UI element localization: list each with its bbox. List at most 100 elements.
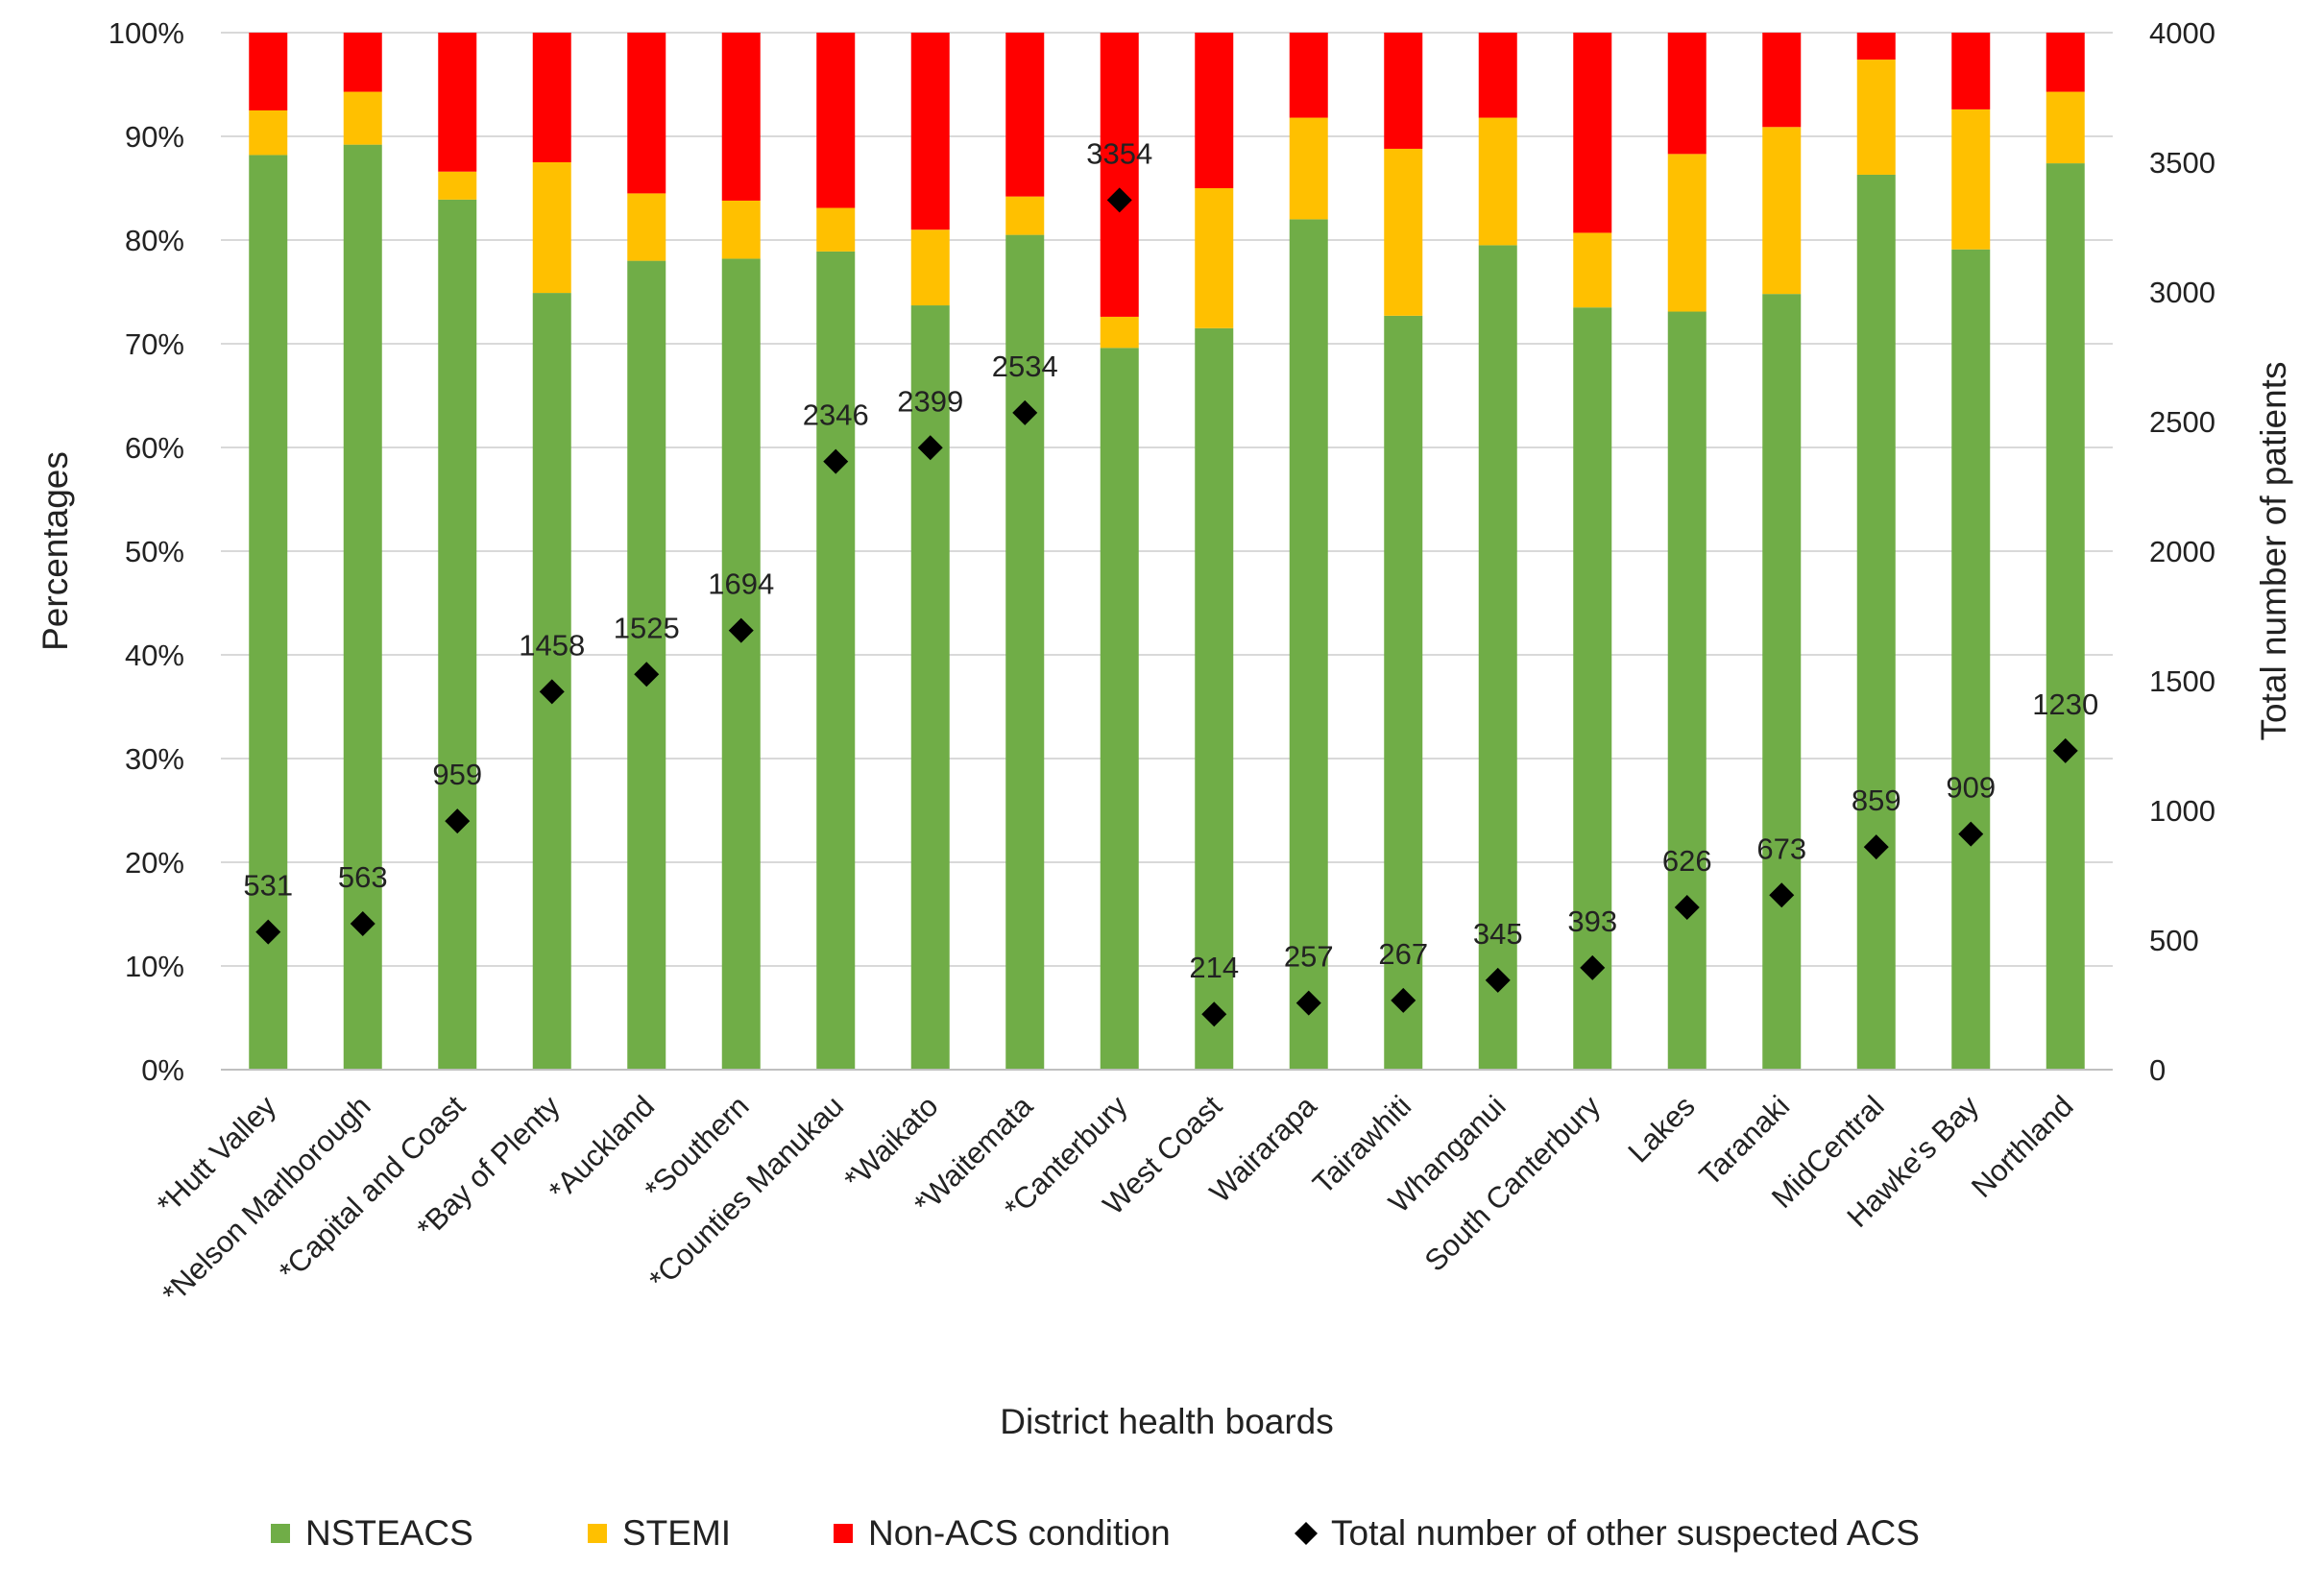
- x-tick-label: South Canterbury: [1418, 1089, 1608, 1278]
- bar-non-acs-condition: [1667, 33, 1707, 155]
- bar-nsteacs: [1384, 315, 1423, 1071]
- bar-nsteacs: [1289, 219, 1328, 1070]
- scatter-point: [823, 448, 849, 474]
- bar-nsteacs: [1005, 234, 1045, 1071]
- gridlines: [221, 32, 2113, 1071]
- bar-non-acs-condition: [2046, 33, 2085, 92]
- bar-nsteacs: [1478, 245, 1517, 1070]
- bar-non-acs-condition: [1195, 33, 1234, 188]
- bar-nsteacs: [2046, 163, 2085, 1070]
- scatter-point: [634, 662, 660, 687]
- scatter-point: [539, 679, 565, 705]
- y2-tick-label: 1000: [2149, 794, 2215, 828]
- legend-swatch: [834, 1524, 853, 1543]
- y2-tick-label: 1500: [2149, 664, 2215, 698]
- legend-label: Total number of other suspected ACS: [1331, 1513, 1920, 1553]
- bar-non-acs-condition: [1384, 33, 1423, 149]
- y2-axis-title: Total number of patients: [2254, 362, 2293, 741]
- bar-nsteacs: [721, 258, 761, 1070]
- data-label: 214: [1189, 951, 1239, 984]
- bar-stemi: [816, 207, 856, 252]
- bar-non-acs-condition: [1005, 33, 1045, 197]
- axes: 0% 10% 20% 30% 40% 50% 60% 70% 80% 90% 100% 0 500 100…: [109, 16, 2215, 1311]
- bar-stemi: [721, 200, 761, 259]
- bar-non-acs-condition: [1573, 33, 1612, 233]
- scatter-point: [1958, 821, 1984, 847]
- x-tick-label: Northland: [1965, 1089, 2080, 1204]
- legend-label: STEMI: [622, 1513, 731, 1553]
- bar-non-acs-condition: [721, 33, 761, 201]
- scatter-point: [255, 919, 281, 945]
- bar-non-acs-condition: [438, 33, 477, 172]
- y2-tick-label: 4000: [2149, 16, 2215, 50]
- scatter-point: [1391, 987, 1416, 1013]
- data-label: 2346: [803, 398, 869, 432]
- bar-nsteacs: [1762, 294, 1802, 1070]
- bar-non-acs-condition: [532, 33, 571, 162]
- scatter-point: [1106, 187, 1132, 213]
- data-label: 859: [1852, 784, 1901, 817]
- y-tick-label: 70%: [125, 327, 184, 361]
- bar-stemi: [1856, 60, 1896, 175]
- bar-stemi: [1762, 127, 1802, 295]
- bar-stemi: [343, 91, 382, 145]
- bar-nsteacs: [249, 155, 288, 1070]
- data-label: 959: [432, 758, 482, 791]
- bar-non-acs-condition: [343, 33, 382, 92]
- bar-non-acs-condition: [627, 33, 666, 194]
- scatter-point: [2052, 737, 2078, 763]
- legend-label: Non-ACS condition: [868, 1513, 1171, 1553]
- scatter-point: [1863, 834, 1889, 860]
- bar-non-acs-condition: [910, 33, 950, 230]
- bar-stemi: [1478, 117, 1517, 246]
- scatter-point: [1485, 967, 1511, 993]
- y-tick-label: 20%: [125, 846, 184, 880]
- bar-non-acs-condition: [249, 33, 288, 110]
- bar-nsteacs: [910, 305, 950, 1070]
- y-tick-label: 0%: [141, 1053, 184, 1087]
- bar-non-acs-condition: [1762, 33, 1802, 128]
- bar-non-acs-condition: [816, 33, 856, 208]
- bar-stemi: [1289, 117, 1328, 220]
- scatter-point: [350, 910, 375, 936]
- bar-stemi: [1100, 316, 1139, 349]
- scatter-point: [917, 435, 943, 461]
- y-tick-label: 10%: [125, 950, 184, 983]
- bar-nsteacs: [1100, 348, 1139, 1070]
- bar-stemi: [1667, 154, 1707, 312]
- y-tick-label: 40%: [125, 639, 184, 672]
- y-tick-label: 30%: [125, 742, 184, 776]
- bar-stemi: [438, 171, 477, 200]
- y-tick-label: 100%: [109, 16, 184, 50]
- bar-nsteacs: [1667, 311, 1707, 1070]
- legend-swatch: [588, 1524, 607, 1543]
- y2-tick-label: 3000: [2149, 276, 2215, 309]
- bar-non-acs-condition: [1478, 33, 1517, 118]
- bar-stemi: [910, 229, 950, 306]
- data-label: 2399: [897, 384, 963, 418]
- scatter-point: [1295, 990, 1321, 1016]
- bar-non-acs-condition: [1289, 33, 1328, 118]
- scatter-point: [1580, 954, 1606, 980]
- bar-stemi: [1195, 188, 1234, 328]
- data-label: 1230: [2032, 687, 2098, 721]
- bar-stemi: [1384, 148, 1423, 316]
- scatter-point: [1201, 1001, 1227, 1027]
- bar-nsteacs: [1573, 307, 1612, 1070]
- bar-stemi: [1005, 196, 1045, 235]
- legend-marker: [1295, 1522, 1318, 1545]
- scatter-point: [1012, 399, 1038, 425]
- data-label: 673: [1756, 832, 1806, 865]
- bar-nsteacs: [1951, 249, 1991, 1071]
- y-tick-label: 50%: [125, 535, 184, 568]
- data-label: 345: [1473, 917, 1523, 951]
- x-axis-title: District health boards: [1000, 1402, 1334, 1441]
- legend-label: NSTEACS: [305, 1513, 473, 1553]
- data-label: 1458: [519, 628, 585, 662]
- y2-tick-label: 0: [2149, 1053, 2166, 1087]
- scatter-point: [728, 617, 754, 643]
- bar-non-acs-condition: [1951, 33, 1991, 109]
- data-label: 1525: [614, 611, 680, 644]
- data-label: 909: [1946, 771, 1996, 805]
